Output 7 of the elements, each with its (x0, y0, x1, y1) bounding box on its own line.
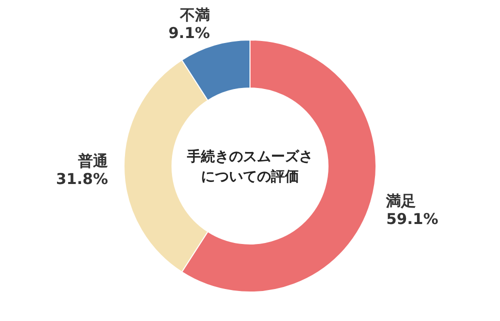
slice-label: 不満 (178, 6, 210, 24)
data-label: 31.8% (56, 170, 108, 188)
slice-label: 普通 (77, 152, 109, 170)
slice-label: 満足 (385, 192, 416, 210)
data-label: 9.1% (168, 24, 210, 42)
text: 手続きのスムーズさについての評価 (186, 148, 313, 185)
data-label: 59.1% (386, 210, 438, 228)
